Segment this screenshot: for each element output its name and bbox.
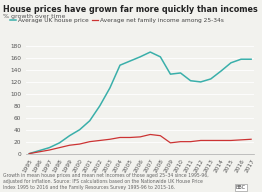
Legend: Average UK house price, Average net family income among 25-34s: Average UK house price, Average net fami… — [8, 16, 226, 26]
Text: House prices have grown far more quickly than incomes: House prices have grown far more quickly… — [3, 5, 257, 14]
Text: % growth over time: % growth over time — [3, 14, 65, 19]
Text: BBC: BBC — [236, 185, 246, 190]
Text: Growth in mean house prices and mean net incomes of those aged 25–34 since 1995-: Growth in mean house prices and mean net… — [3, 174, 208, 190]
